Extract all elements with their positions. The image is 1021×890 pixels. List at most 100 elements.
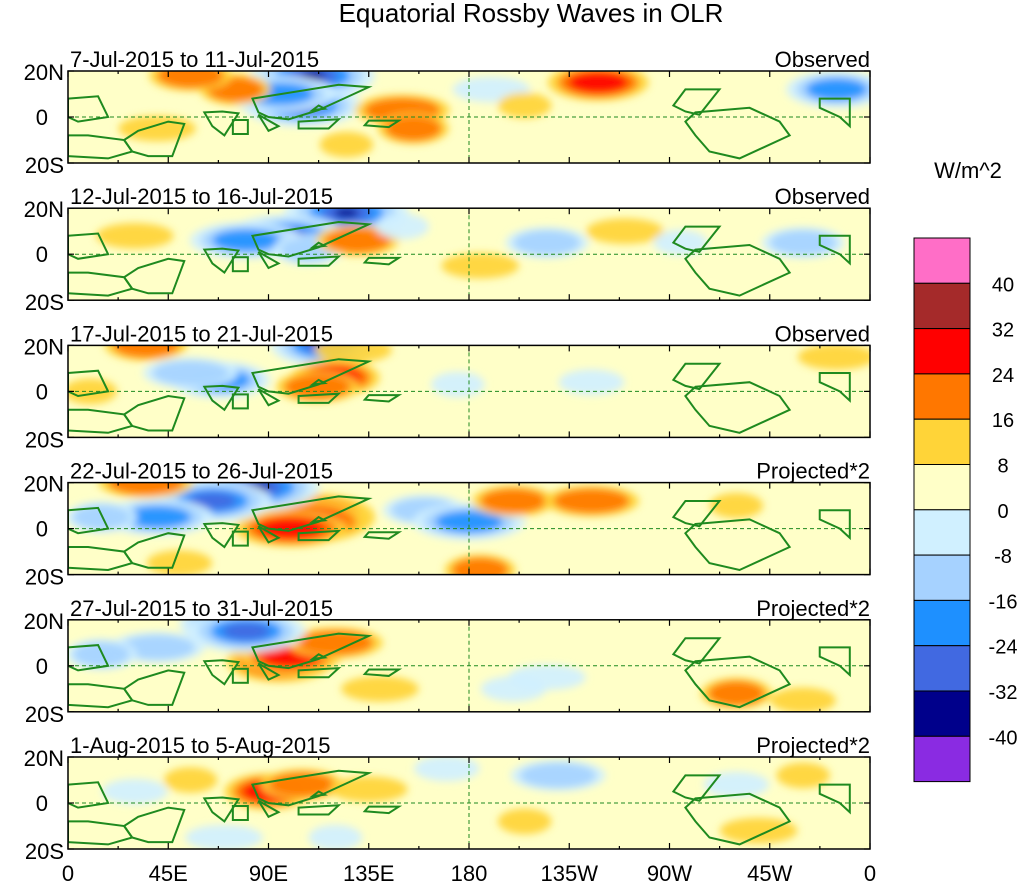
coastlines <box>68 769 851 846</box>
chart-title: Equatorial Rossby Waves in OLR <box>339 0 724 28</box>
coastline <box>251 495 373 532</box>
clipped-field <box>68 71 870 160</box>
panel-type-label: Projected*2 <box>756 596 870 621</box>
colorbar-level-label: 32 <box>992 320 1014 342</box>
y-tick-label: 0 <box>36 517 48 542</box>
coastline <box>68 546 134 572</box>
coastline <box>671 225 722 254</box>
reference-box <box>231 256 249 273</box>
coastlines <box>68 495 851 572</box>
colorbar: W/m^2 40 32 24 16 8 0 -8 -16 -24 -32 -40 <box>913 158 1018 783</box>
anomaly-cell <box>112 345 180 358</box>
coastlines <box>68 358 851 434</box>
coastline <box>202 247 241 275</box>
y-tick-label: 20N <box>24 197 64 222</box>
coastline <box>671 774 722 802</box>
coastline <box>68 781 110 809</box>
coastline <box>297 392 342 404</box>
reference-box <box>231 667 249 684</box>
reference-box <box>231 805 249 821</box>
anomaly-cell <box>107 482 185 496</box>
coastline <box>257 525 281 544</box>
coastline <box>362 256 403 266</box>
coastline <box>68 95 110 123</box>
anomaly-cell <box>72 641 130 667</box>
anomaly-cell <box>707 680 765 706</box>
colorbar-level-label: 40 <box>992 274 1014 296</box>
coastline <box>257 662 281 681</box>
coastline <box>297 255 342 267</box>
coastline <box>122 669 186 706</box>
coastline <box>684 518 792 572</box>
coastline <box>297 804 342 816</box>
coastline <box>362 531 403 540</box>
coastline <box>68 369 110 398</box>
coastline <box>202 110 241 137</box>
coastline <box>818 783 851 815</box>
y-tick-label: 0 <box>36 242 48 267</box>
clipped-field <box>68 345 870 434</box>
anomaly-cell <box>329 776 408 802</box>
y-tick-label: 20N <box>24 60 64 85</box>
coastline <box>684 792 792 846</box>
y-tick-label: 0 <box>36 379 48 404</box>
coastlines <box>68 83 851 160</box>
coastline <box>251 220 373 258</box>
coastline <box>362 668 403 677</box>
coastline <box>818 509 851 541</box>
x-tick-label: 90W <box>647 861 692 886</box>
x-tick-label: 180 <box>451 861 488 886</box>
anomaly-cell <box>152 360 229 386</box>
y-tick-label: 20S <box>25 702 64 727</box>
coastline <box>257 113 281 133</box>
colorbar-swatch <box>913 237 971 284</box>
coastlines <box>68 220 851 297</box>
anomaly-cell <box>119 634 196 660</box>
colorbar-level-label: 0 <box>997 501 1008 523</box>
colorbar-swatch <box>913 690 971 737</box>
clipped-field <box>68 757 851 849</box>
coastline <box>122 120 186 158</box>
panel: 20N 0 20S 1-Aug-2015 to 5-Aug-2015 Projected… <box>24 733 871 864</box>
coastline <box>309 515 328 524</box>
anomaly-cell <box>769 230 837 256</box>
panel-period-label: 12-Jul-2015 to 16-Jul-2015 <box>70 184 333 209</box>
y-tick-label: 0 <box>36 791 48 816</box>
clipped-field <box>68 482 851 575</box>
coastline <box>309 241 328 249</box>
x-tick-label: 135W <box>541 861 599 886</box>
x-axis: 0 45E 90E 135E 180 135W 90W 45W 0 <box>62 861 876 886</box>
coastline <box>68 408 134 434</box>
coastline <box>309 790 328 798</box>
coastline <box>251 83 373 121</box>
coastline <box>818 234 851 266</box>
anomaly-field <box>68 345 870 405</box>
panel-type-label: Observed <box>775 321 870 346</box>
x-tick-label: 90E <box>249 861 288 886</box>
colorbar-swatch <box>913 509 971 556</box>
colorbar-level-label: -40 <box>989 727 1018 749</box>
colorbar-swatch <box>913 328 971 375</box>
anomaly-field <box>102 757 830 849</box>
coastline <box>202 796 241 823</box>
anomaly-cell <box>375 213 429 240</box>
coastline <box>68 820 134 846</box>
coastline <box>257 799 281 819</box>
anomaly-cell <box>384 116 442 141</box>
anomaly-cell <box>709 492 764 519</box>
coastline <box>251 769 373 807</box>
y-tick-label: 20N <box>24 746 64 771</box>
coastline <box>122 806 186 844</box>
colorbar-level-label: -16 <box>989 591 1018 613</box>
anomaly-cell <box>770 687 836 712</box>
coastline <box>309 104 328 112</box>
anomaly-cell <box>341 676 419 702</box>
coastline <box>684 655 792 709</box>
y-tick-label: 20S <box>25 153 64 178</box>
coastlines <box>68 632 851 709</box>
clipped-field <box>68 619 851 712</box>
anomaly-cell <box>334 208 359 218</box>
anomaly-field <box>96 208 845 279</box>
coastline <box>68 506 110 535</box>
